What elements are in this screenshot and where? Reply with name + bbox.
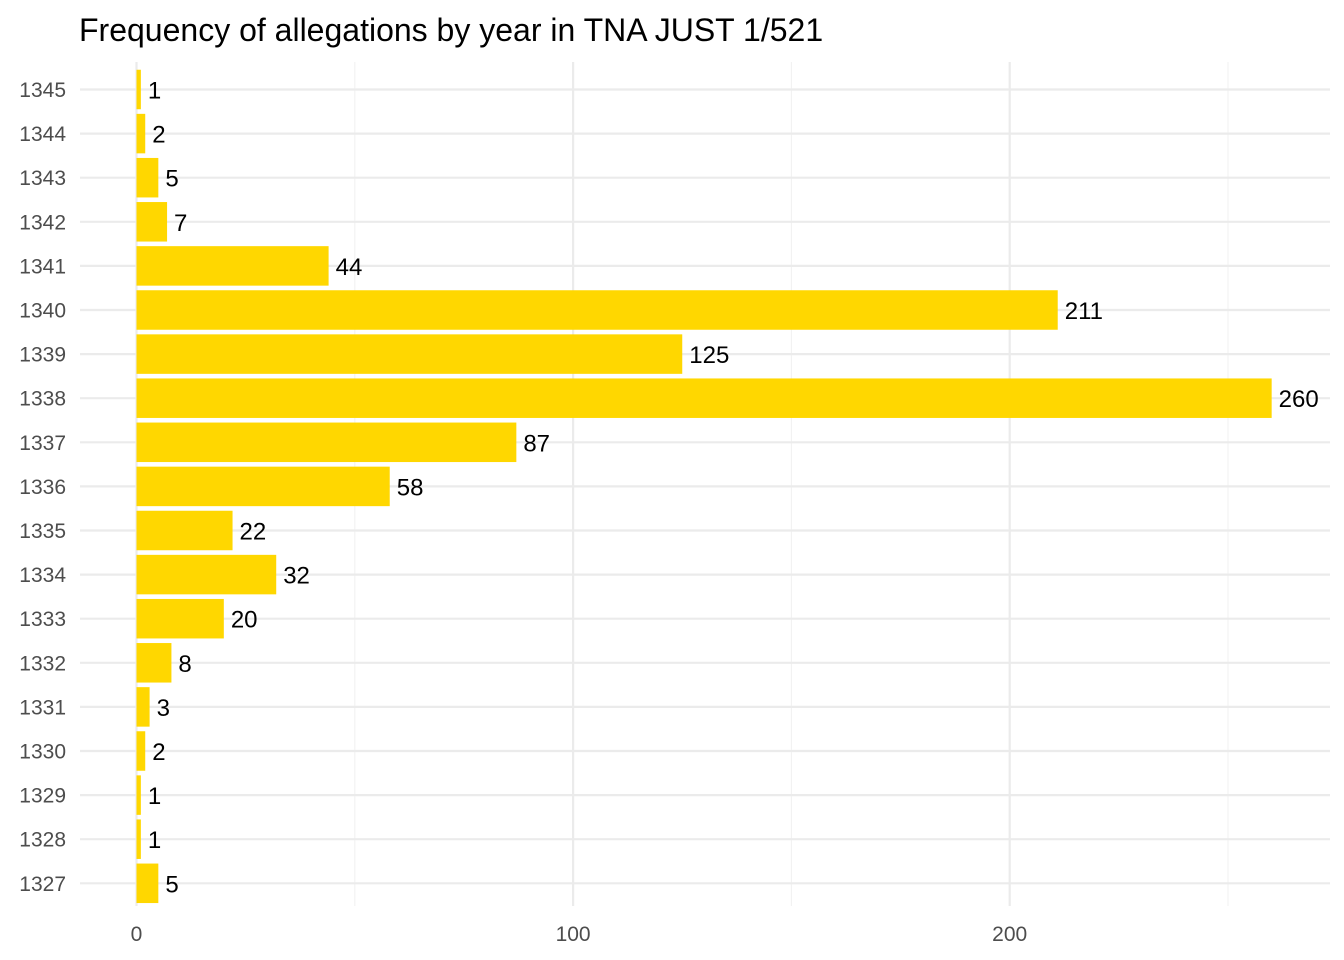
x-tick-label: 200 <box>992 923 1027 946</box>
bar <box>136 863 159 904</box>
y-tick-label: 1344 <box>19 123 66 146</box>
x-axis-tick-labels: 0 100 200 <box>131 923 1028 946</box>
y-tick-label: 1342 <box>19 211 66 234</box>
y-tick-label: 1335 <box>19 520 66 543</box>
y-tick-label: 1333 <box>19 608 66 631</box>
y-tick-label: 1343 <box>19 167 66 190</box>
y-tick-label: 1339 <box>19 344 66 367</box>
data-label: 260 <box>1279 386 1319 413</box>
data-label: 44 <box>336 254 363 281</box>
bar <box>136 731 146 771</box>
data-label: 20 <box>231 607 258 634</box>
bar <box>136 775 141 815</box>
data-label: 87 <box>523 430 550 457</box>
data-label: 211 <box>1065 298 1103 325</box>
bar <box>136 598 224 639</box>
y-axis-tick-labels: 1345 1344 1343 1342 1341 1340 1339 1338 1337 1336… <box>19 79 66 896</box>
bar <box>136 290 1058 330</box>
data-label: 22 <box>240 519 267 546</box>
y-tick-label: 1329 <box>19 785 66 808</box>
y-tick-label: 1345 <box>19 79 66 102</box>
bars <box>136 69 1272 904</box>
x-tick-label: 0 <box>131 923 143 946</box>
data-label: 3 <box>157 695 170 722</box>
data-label: 2 <box>152 739 165 766</box>
data-label: 125 <box>689 342 729 369</box>
bar <box>136 113 146 154</box>
bar <box>136 687 150 727</box>
data-label: 5 <box>165 166 178 193</box>
bar <box>136 510 233 551</box>
y-tick-label: 1331 <box>19 696 66 719</box>
bar <box>136 378 1272 418</box>
y-tick-label: 1340 <box>19 300 66 323</box>
bar <box>136 466 390 507</box>
data-label: 1 <box>148 78 161 105</box>
y-tick-label: 1341 <box>19 255 66 278</box>
y-tick-label: 1337 <box>19 432 66 455</box>
y-tick-label: 1332 <box>19 652 66 675</box>
y-tick-label: 1327 <box>19 873 66 896</box>
bar <box>136 157 159 198</box>
data-label: 2 <box>152 122 165 149</box>
y-tick-label: 1336 <box>19 476 66 499</box>
bar <box>136 819 141 859</box>
y-tick-label: 1328 <box>19 829 66 852</box>
data-label: 7 <box>174 210 187 237</box>
data-label: 5 <box>165 871 178 898</box>
y-tick-label: 1330 <box>19 741 66 764</box>
data-label: 32 <box>283 563 310 590</box>
data-label: 8 <box>178 651 191 678</box>
data-label: 1 <box>148 827 161 854</box>
bar <box>136 334 683 374</box>
bar <box>136 69 141 110</box>
y-tick-label: 1334 <box>19 564 66 587</box>
data-label: 1 <box>148 783 161 810</box>
bar <box>136 246 329 286</box>
chart-title: Frequency of allegations by year in TNA … <box>79 12 823 48</box>
bar <box>136 554 277 595</box>
bar <box>136 643 172 683</box>
bar <box>136 422 517 463</box>
bar <box>136 202 168 242</box>
y-tick-label: 1338 <box>19 388 66 411</box>
x-tick-label: 100 <box>556 923 591 946</box>
data-label: 58 <box>397 474 424 501</box>
